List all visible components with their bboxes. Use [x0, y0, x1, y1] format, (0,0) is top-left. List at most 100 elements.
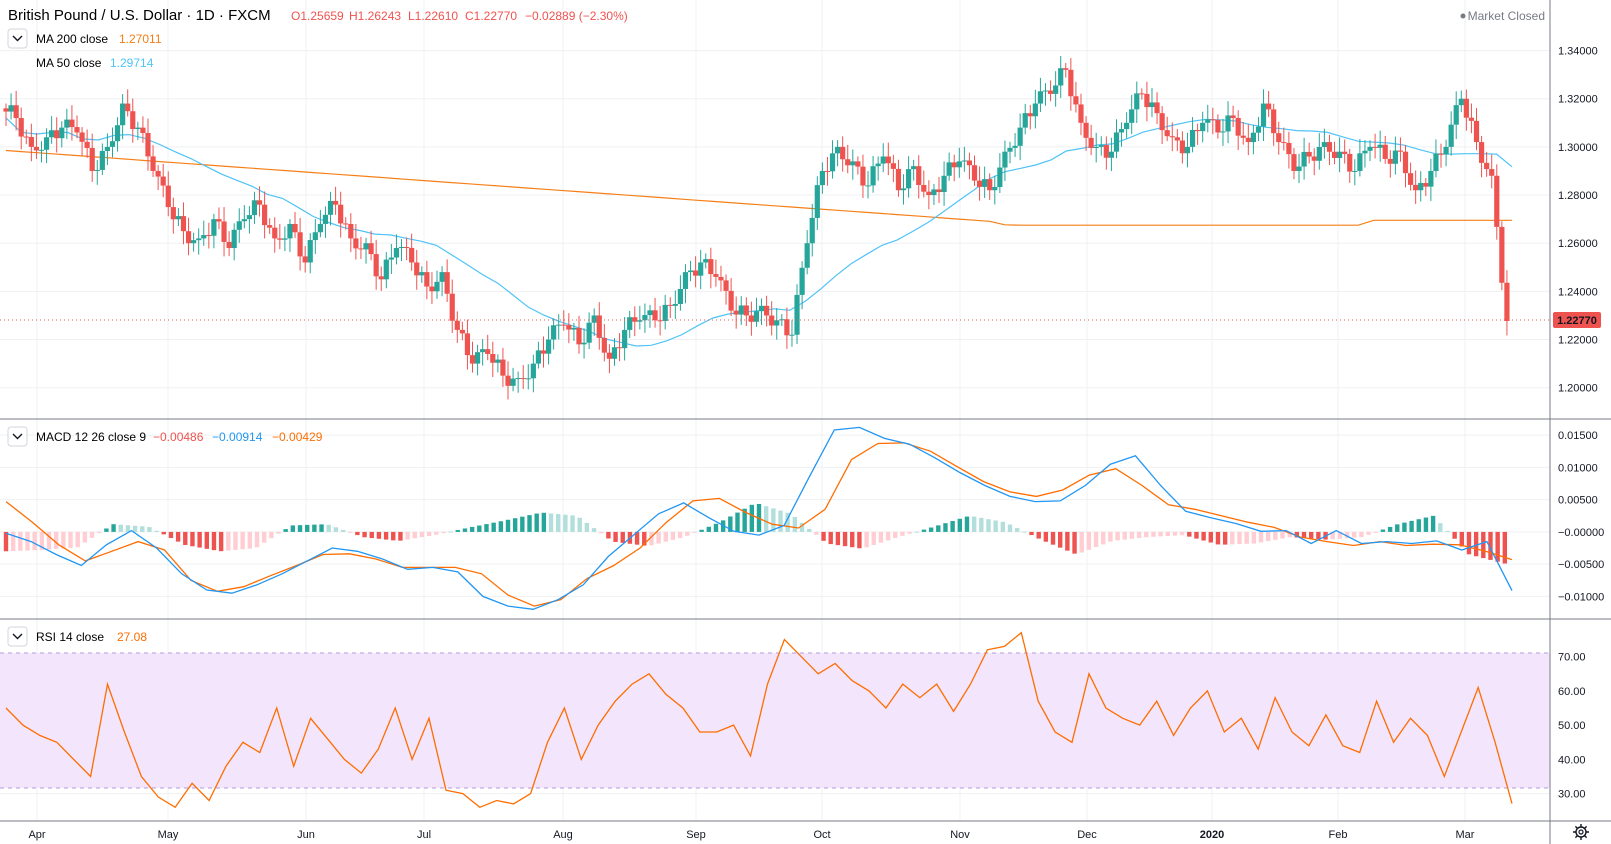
candle-body: [206, 235, 212, 237]
chevron-down-icon: [12, 35, 23, 42]
candle-body: [1195, 129, 1201, 132]
candle-body: [1078, 104, 1084, 123]
macd-histogram-bar: [1158, 531, 1163, 537]
macd-histogram-bar: [1473, 531, 1479, 557]
candle-body: [616, 347, 623, 349]
macd-histogram-bar: [1222, 531, 1228, 545]
candle-body: [845, 159, 851, 166]
candle-body: [1387, 158, 1393, 164]
candle-body: [1012, 145, 1018, 148]
candle-body: [966, 160, 973, 166]
macd-histogram-bar: [642, 531, 647, 546]
ma-legend: MA 200 close 1.27011 MA 50 close 1.29714: [7, 28, 162, 70]
macd-histogram-bar: [699, 529, 704, 532]
candle-body: [343, 223, 349, 225]
candle-body: [114, 125, 121, 142]
macd-histogram-bar: [97, 531, 102, 534]
macd-histogram-bar: [1072, 531, 1077, 554]
candle-body: [758, 305, 765, 312]
macd-histogram-bar: [75, 531, 80, 548]
settings-gear-icon[interactable]: [1573, 824, 1589, 840]
candle-body: [1271, 109, 1277, 134]
macd-histogram-bar: [1036, 531, 1041, 539]
macd-histogram-bar: [25, 531, 30, 551]
candle-body: [926, 191, 932, 196]
macd-histogram-bar: [1058, 531, 1063, 548]
candle-body: [1489, 169, 1495, 176]
macd-histogram-bar: [355, 531, 360, 536]
symbol-title[interactable]: British Pound / U.S. Dollar · 1D · FXCM: [8, 7, 271, 24]
macd-histogram-bar: [484, 524, 489, 532]
macd-histogram-bar: [362, 531, 367, 538]
macd-histogram-bar: [448, 531, 453, 533]
macd-histogram-bar: [197, 531, 202, 548]
ohlc-low: L1.22610: [408, 9, 458, 23]
candle-body: [251, 200, 258, 216]
candle-body: [272, 227, 278, 239]
macd-axis[interactable]: 0.01500 0.01000 0.00500 −0.00000 −0.00500 −0.…: [1558, 430, 1604, 603]
candle-body: [109, 141, 116, 147]
macd-histogram-bar: [620, 531, 625, 543]
candle-body: [175, 216, 182, 220]
candle-body: [495, 359, 501, 363]
macd-histogram-bar: [283, 529, 288, 532]
candle-body: [738, 305, 744, 315]
candle-body: [363, 243, 369, 250]
candle-body: [1276, 133, 1282, 143]
price-axis[interactable]: 1.20000 1.22000 1.24000 1.26000 1.28000 1.300…: [1558, 46, 1598, 395]
candle-body: [1372, 146, 1378, 148]
time-tick-label: Oct: [813, 829, 830, 841]
candle-body: [1443, 146, 1449, 155]
macd-histogram-bar: [649, 531, 654, 546]
macd-histogram-bar: [1129, 531, 1135, 539]
candle-body: [642, 315, 648, 321]
candle-body: [1311, 156, 1317, 161]
candle-body: [1331, 151, 1338, 158]
candle-body: [931, 189, 937, 196]
candle-body: [1484, 162, 1490, 170]
macd-histogram-bar: [1230, 531, 1235, 545]
candle-body: [890, 163, 896, 169]
candle-body: [378, 276, 384, 280]
macd-histogram-bar: [46, 531, 52, 550]
candle-body: [241, 219, 247, 222]
candle-body: [895, 168, 902, 191]
time-tick-label: Jul: [417, 829, 431, 841]
candlestick-series[interactable]: [3, 55, 1510, 400]
candle-body: [307, 240, 313, 263]
macd-histogram-bar: [218, 531, 224, 552]
candle-body: [1316, 146, 1322, 161]
macd-histogram-bar: [441, 531, 446, 534]
candle-body: [221, 221, 227, 242]
candle-body: [622, 329, 628, 349]
macd-histogram-bar: [340, 529, 346, 532]
macd-histogram-bar: [907, 531, 912, 534]
time-axis[interactable]: Apr May Jun Jul Aug Sep Oct Nov Dec 2020 Feb Mar: [28, 829, 1474, 841]
candle-body: [703, 259, 709, 263]
macd-collapse-button[interactable]: [7, 426, 28, 447]
candle-body: [500, 359, 506, 376]
macd-histogram-bar: [692, 531, 697, 533]
candle-body: [900, 188, 907, 191]
macd-histogram-bar: [383, 531, 389, 540]
rsi-axis[interactable]: 70.00 60.00 50.00 40.00 30.00: [1558, 652, 1586, 801]
candle-body: [829, 153, 836, 172]
candle-body: [1382, 144, 1388, 159]
candle-body: [1053, 85, 1059, 94]
candle-body: [1291, 154, 1297, 171]
candle-body: [545, 339, 552, 354]
collapse-legend-button[interactable]: [7, 28, 28, 49]
macd-histogram-bar: [1151, 531, 1156, 537]
macd-legend: MACD 12 26 close 9 −0.00486 −0.00914 −0.…: [7, 426, 323, 447]
macd-histogram-bar: [878, 531, 884, 543]
macd-histogram-bar: [132, 525, 138, 532]
candle-body: [429, 286, 435, 292]
rsi-collapse-button[interactable]: [7, 626, 28, 647]
candle-body: [1296, 166, 1302, 171]
macd-histogram-bar: [398, 531, 403, 541]
candle-body: [43, 137, 50, 150]
candle-body: [799, 267, 805, 295]
candle-body: [1235, 117, 1241, 136]
candle-body: [743, 305, 749, 316]
candle-body: [480, 349, 486, 353]
